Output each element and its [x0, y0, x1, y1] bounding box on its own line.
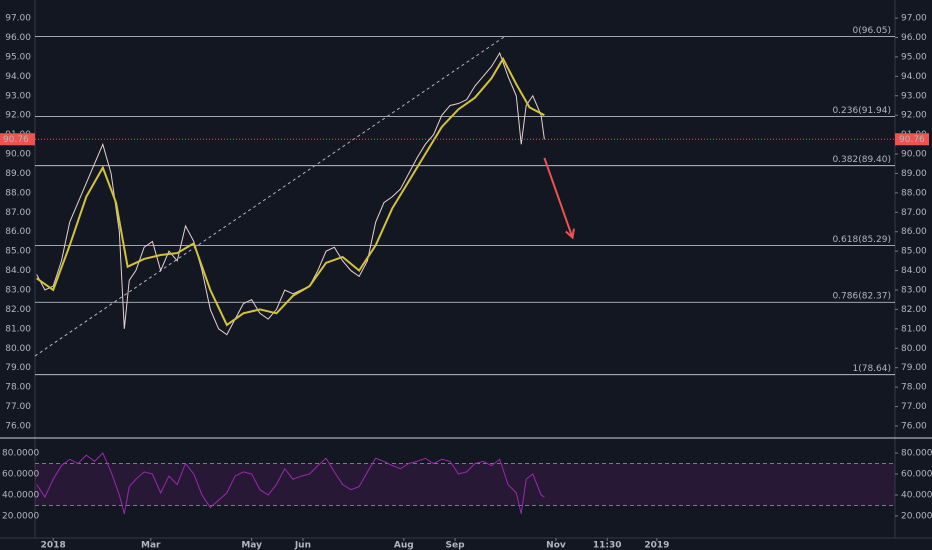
y-tick-label: 80.00 — [901, 344, 927, 354]
y-tick-label: 92.00 — [901, 111, 927, 121]
y-tick-label: 93.00 — [901, 91, 927, 101]
y-tick-label-left: 92.00 — [5, 111, 31, 121]
y-tick-label-left: 77.00 — [5, 402, 31, 412]
rsi-band — [35, 463, 895, 506]
y-tick-label: 83.00 — [901, 285, 927, 295]
y-tick-label-left: 96.00 — [5, 33, 31, 43]
x-tick-label: Sep — [446, 541, 466, 550]
y-tick-label-left: 85.00 — [5, 247, 31, 257]
x-tick-label: Mar — [141, 541, 161, 550]
fib-label: 0.786(82.37) — [832, 292, 891, 302]
x-tick-label: 2019 — [644, 541, 669, 550]
y-tick-label-left: 82.00 — [5, 305, 31, 315]
y-tick-label: 88.00 — [901, 188, 927, 198]
y-tick-label: 86.00 — [901, 227, 927, 237]
y-tick-label: 97.00 — [901, 14, 927, 24]
y-tick-label-left: 84.00 — [5, 266, 31, 276]
rsi-tick-label: 60.0000 — [901, 469, 932, 479]
x-tick-label: Jun — [294, 541, 311, 550]
y-tick-label: 95.00 — [901, 52, 927, 62]
y-tick-label-left: 79.00 — [5, 363, 31, 373]
y-tick-label: 85.00 — [901, 247, 927, 257]
last-price-label-left: 90.76 — [3, 135, 29, 145]
y-tick-label-left: 97.00 — [5, 14, 31, 24]
arrow — [543, 157, 574, 238]
y-tick-label-left: 95.00 — [5, 52, 31, 62]
price-series — [36, 56, 545, 327]
y-tick-label: 82.00 — [901, 305, 927, 315]
y-tick-label: 84.00 — [901, 266, 927, 276]
last-price-label-right: 90.76 — [899, 135, 925, 145]
rsi-tick-label-left: 20.0000 — [2, 511, 39, 521]
last-price-tag-left — [0, 133, 35, 146]
y-tick-label: 89.00 — [901, 169, 927, 179]
y-tick-label-left: 83.00 — [5, 285, 31, 295]
arrow-head — [565, 228, 575, 240]
y-tick-label-left: 94.00 — [5, 72, 31, 82]
rsi-tick-label-left: 60.0000 — [2, 469, 39, 479]
y-tick-label-left: 93.00 — [5, 91, 31, 101]
x-tick-label: 2018 — [41, 541, 66, 550]
y-tick-label: 96.00 — [901, 33, 927, 43]
fib-label: 1(78.64) — [852, 364, 891, 374]
y-tick-label-left: 78.00 — [5, 383, 31, 393]
x-tick-label: May — [241, 541, 262, 550]
rsi-tick-label: 40.0000 — [901, 490, 932, 500]
last-price-tag-right — [895, 133, 929, 146]
rsi-tick-label: 80.0000 — [901, 449, 932, 459]
rsi-line — [36, 452, 545, 514]
y-tick-label: 81.00 — [901, 324, 927, 334]
fib-label: 0.236(91.94) — [832, 106, 891, 116]
x-tick-label: Aug — [394, 541, 414, 550]
y-tick-label-left: 80.00 — [5, 344, 31, 354]
fib-label: 0(96.05) — [852, 26, 891, 36]
y-tick-label-left: 76.00 — [5, 421, 31, 431]
trend-line — [34, 36, 505, 357]
y-tick-label-left: 81.00 — [5, 324, 31, 334]
y-tick-label-left: 87.00 — [5, 208, 31, 218]
y-tick-label: 77.00 — [901, 402, 927, 412]
y-tick-label-left: 90.00 — [5, 150, 31, 160]
y-tick-label-left: 89.00 — [5, 169, 31, 179]
price-series — [36, 51, 545, 336]
fib-label: 0.618(85.29) — [832, 235, 891, 245]
x-tick-label: 11:30 — [593, 541, 622, 550]
y-tick-label: 90.00 — [901, 150, 927, 160]
y-tick-label-left: 86.00 — [5, 227, 31, 237]
rsi-tick-label-left: 80.0000 — [2, 449, 39, 459]
y-tick-label: 79.00 — [901, 363, 927, 373]
rsi-tick-label: 20.0000 — [901, 511, 932, 521]
fib-label: 0.382(89.40) — [832, 155, 891, 165]
y-tick-label: 76.00 — [901, 421, 927, 431]
rsi-tick-label-left: 40.0000 — [2, 490, 39, 500]
y-tick-label: 87.00 — [901, 208, 927, 218]
y-tick-label: 94.00 — [901, 72, 927, 82]
y-tick-label: 78.00 — [901, 383, 927, 393]
y-tick-label-left: 88.00 — [5, 188, 31, 198]
x-tick-label: Nov — [546, 541, 566, 550]
